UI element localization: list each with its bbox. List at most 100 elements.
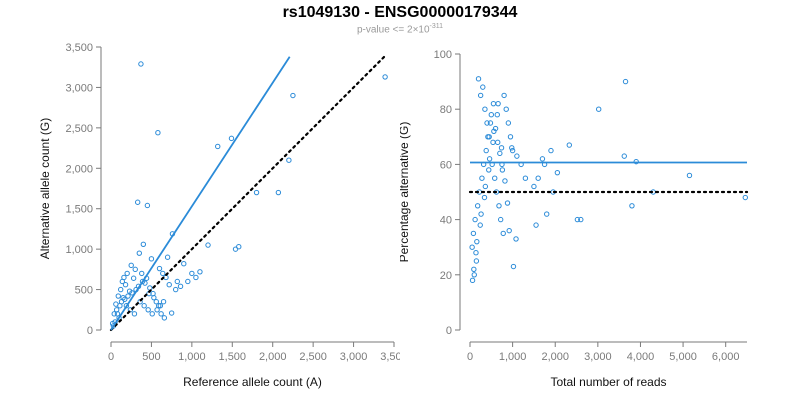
left-data-point xyxy=(140,241,147,247)
left-x-tick-label: 3,000 xyxy=(340,351,368,363)
right-data-point xyxy=(475,76,482,82)
right-data-point xyxy=(469,277,476,284)
right-data-point xyxy=(578,216,584,223)
right-data-point xyxy=(474,203,481,209)
right-data-point xyxy=(544,211,550,217)
left-x-tick-label: 3,500 xyxy=(380,351,400,363)
right-data-point xyxy=(470,230,477,237)
left-data-point xyxy=(157,303,164,309)
left-data-point xyxy=(139,270,145,277)
left-data-point xyxy=(164,254,171,260)
right-data-point xyxy=(497,150,503,157)
right-data-point xyxy=(478,211,484,217)
left-data-point xyxy=(124,270,130,277)
left-data-point xyxy=(382,74,388,80)
right-x-tick-label: 6,000 xyxy=(712,351,740,363)
left-data-point xyxy=(160,299,167,305)
right-data-point xyxy=(488,112,495,118)
right-y-tick-label: 60 xyxy=(440,159,452,171)
right-data-point xyxy=(495,139,501,146)
left-x-tick-label: 500 xyxy=(142,351,160,363)
left-y-tick-label: 3,500 xyxy=(65,42,93,54)
left-data-point xyxy=(181,260,187,267)
left-y-tick-label: 500 xyxy=(75,285,93,297)
left-data-point xyxy=(228,135,235,142)
left-data-point xyxy=(253,189,260,196)
right-data-point xyxy=(548,147,554,154)
right-data-point xyxy=(481,194,488,201)
right-data-point xyxy=(622,78,629,85)
right-data-point xyxy=(494,112,500,118)
left-data-point xyxy=(120,294,126,301)
left-data-point xyxy=(122,296,128,302)
left-data-point xyxy=(129,290,135,296)
right-data-point xyxy=(471,266,477,272)
left-data-point xyxy=(111,311,117,317)
left-data-point xyxy=(154,307,160,313)
right-x-tick-label: 4,000 xyxy=(627,351,655,363)
right-x-tick-label: 5,000 xyxy=(669,351,697,363)
left-x-axis-label: Reference allele count (A) xyxy=(183,375,322,389)
left-data-point xyxy=(134,199,141,205)
left-data-point xyxy=(148,256,155,262)
left-y-tick-label: 3,000 xyxy=(65,82,93,94)
left-data-point xyxy=(155,130,161,136)
left-y-tick-label: 1,500 xyxy=(65,204,93,216)
left-x-tick-label: 0 xyxy=(108,351,114,363)
left-data-point xyxy=(205,242,211,248)
left-data-point xyxy=(185,278,191,285)
left-data-point xyxy=(149,311,155,317)
chart-subtitle: p-value <= 2×10-311 xyxy=(0,23,800,35)
right-y-tick-label: 0 xyxy=(446,325,452,337)
left-data-point xyxy=(290,92,296,99)
left-data-point xyxy=(172,286,179,293)
left-data-point xyxy=(130,275,137,281)
right-data-point xyxy=(509,145,515,151)
right-data-point xyxy=(629,203,635,209)
right-x-tick-label: 1,000 xyxy=(499,351,527,363)
left-data-point xyxy=(136,250,143,256)
right-data-point xyxy=(507,134,514,140)
left-data-point xyxy=(144,202,151,209)
left-y-tick-label: 2,000 xyxy=(65,163,93,175)
right-data-point xyxy=(482,183,489,190)
right-data-point xyxy=(472,216,478,223)
right-data-point xyxy=(506,227,512,234)
right-data-point xyxy=(499,167,506,173)
left-data-point xyxy=(141,303,147,309)
left-data-point xyxy=(193,274,199,281)
left-data-point xyxy=(161,315,168,321)
right-data-point xyxy=(498,145,505,151)
right-data-point xyxy=(503,106,509,112)
right-data-point xyxy=(486,156,493,162)
left-y-axis-label: Alternative allele count (G) xyxy=(38,118,52,259)
right-y-tick-label: 20 xyxy=(440,270,452,282)
left-data-point xyxy=(197,269,203,275)
right-data-point xyxy=(485,134,491,140)
left-y-tick-label: 0 xyxy=(87,325,93,337)
right-data-point xyxy=(477,92,484,99)
right-x-tick-label: 2,000 xyxy=(541,351,569,363)
right-data-point xyxy=(509,147,516,154)
subtitle-exponent: -311 xyxy=(429,23,444,30)
right-data-point xyxy=(505,120,512,126)
left-data-point xyxy=(128,262,134,269)
right-data-point xyxy=(482,106,488,112)
right-data-point xyxy=(513,236,519,242)
left-data-point xyxy=(118,286,124,293)
right-data-point xyxy=(484,120,490,126)
chart-title: rs1049130 - ENSG00000179344 xyxy=(282,4,518,21)
left-data-point xyxy=(115,293,121,299)
right-data-point xyxy=(502,178,508,184)
left-data-point xyxy=(275,189,282,196)
left-data-point xyxy=(166,282,172,288)
right-data-point xyxy=(496,203,502,209)
right-data-point xyxy=(495,100,501,107)
left-data-point xyxy=(147,285,153,291)
left-data-point xyxy=(122,282,129,288)
right-data-point xyxy=(487,120,494,126)
right-data-point xyxy=(514,153,520,159)
right-data-point xyxy=(504,200,511,206)
left-x-tick-label: 1,500 xyxy=(219,351,247,363)
